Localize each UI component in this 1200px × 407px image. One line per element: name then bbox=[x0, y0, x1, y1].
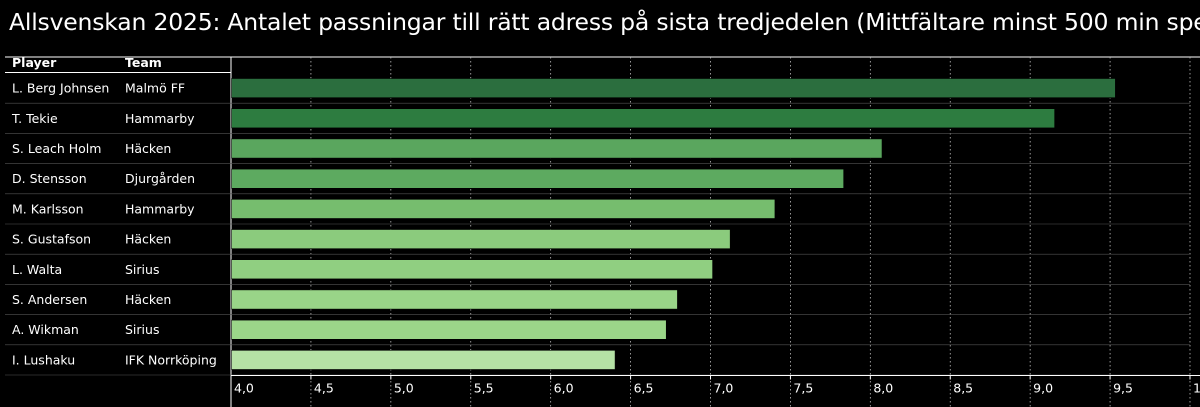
player-name: I. Lushaku bbox=[12, 352, 75, 367]
bar bbox=[231, 319, 667, 340]
bar bbox=[231, 108, 1055, 129]
player-name: L. Berg Johnsen bbox=[12, 81, 109, 96]
player-name: D. Stensson bbox=[12, 171, 87, 186]
player-name: M. Karlsson bbox=[12, 201, 84, 216]
team-name: Häcken bbox=[125, 232, 171, 247]
bar bbox=[231, 229, 731, 250]
bar bbox=[231, 259, 713, 280]
team-name: Sirius bbox=[125, 322, 159, 337]
team-name: Malmö FF bbox=[125, 81, 185, 96]
player-name: T. Tekie bbox=[11, 111, 58, 126]
x-tick-label: 9,5 bbox=[1113, 381, 1133, 396]
x-tick-label: 10,0 bbox=[1193, 381, 1200, 396]
x-tick-label: 4,5 bbox=[314, 381, 334, 396]
bar bbox=[231, 168, 844, 189]
team-name: Häcken bbox=[125, 292, 171, 307]
bar bbox=[231, 349, 616, 370]
x-tick-label: 8,5 bbox=[953, 381, 973, 396]
team-name: Hammarby bbox=[125, 111, 195, 126]
team-name: Djurgården bbox=[125, 171, 195, 186]
bar bbox=[231, 289, 678, 310]
x-tick-label: 4,0 bbox=[234, 381, 254, 396]
x-tick-label: 7,0 bbox=[714, 381, 734, 396]
bars bbox=[231, 78, 1116, 370]
team-name: Hammarby bbox=[125, 201, 195, 216]
x-tick-label: 7,5 bbox=[793, 381, 813, 396]
x-tick-label: 9,0 bbox=[1033, 381, 1053, 396]
x-tick-label: 6,5 bbox=[634, 381, 654, 396]
x-tick-label: 6,0 bbox=[554, 381, 574, 396]
x-axis: 4,0 4,5 5,0 5,5 6,0 6,5 7,0 7,5 8,0 8,5 9,0 9,5 10,0 bbox=[230, 375, 1200, 396]
player-name: S. Leach Holm bbox=[12, 141, 101, 156]
x-tick-label: 5,5 bbox=[474, 381, 494, 396]
player-name: S. Gustafson bbox=[12, 232, 91, 247]
x-tick-label: 8,0 bbox=[873, 381, 893, 396]
team-name: Sirius bbox=[125, 262, 159, 277]
bar bbox=[231, 78, 1116, 99]
chart-title: Allsvenskan 2025: Antalet passningar til… bbox=[9, 8, 1200, 36]
team-name: Häcken bbox=[125, 141, 171, 156]
player-name: A. Wikman bbox=[12, 322, 79, 337]
team-column-header: Team bbox=[125, 55, 162, 70]
bar bbox=[231, 138, 883, 159]
team-name: IFK Norrköping bbox=[125, 352, 217, 367]
grid-lines bbox=[5, 56, 1200, 407]
player-name: L. Walta bbox=[12, 262, 62, 277]
player-name: S. Andersen bbox=[12, 292, 87, 307]
x-tick-label: 5,0 bbox=[394, 381, 414, 396]
player-table: Player Team L. Berg Johnsen Malmö FF T. Te… bbox=[11, 55, 217, 367]
bar bbox=[231, 199, 776, 219]
player-column-header: Player bbox=[12, 55, 57, 70]
